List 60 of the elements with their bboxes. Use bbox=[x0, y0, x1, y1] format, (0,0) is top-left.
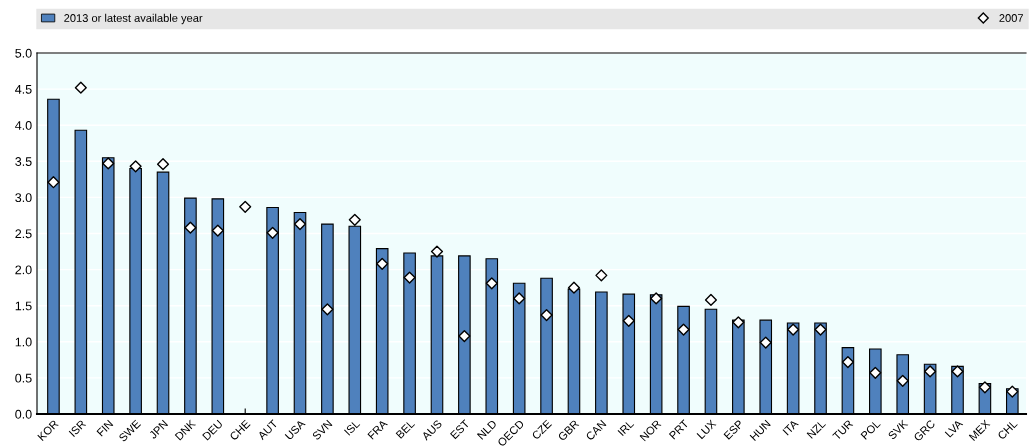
point bbox=[458, 329, 471, 343]
point bbox=[239, 200, 252, 213]
y-tick-label: 4.0 bbox=[15, 121, 32, 130]
point bbox=[74, 81, 87, 94]
x-tick-label: CHL bbox=[997, 419, 1018, 440]
point bbox=[978, 381, 991, 394]
x-tick-label: USA bbox=[284, 419, 306, 441]
x-tick-label: LVA bbox=[944, 419, 964, 438]
point bbox=[513, 292, 526, 305]
legend-label: 2013 or latest available year bbox=[64, 13, 203, 25]
x-tick-label: POL bbox=[860, 419, 881, 440]
legend-label: 2007 bbox=[999, 14, 1023, 22]
point bbox=[376, 257, 389, 270]
point bbox=[293, 218, 307, 231]
point bbox=[896, 374, 909, 387]
y-tick-label: 0.5 bbox=[15, 373, 32, 383]
x-tick-label: NZL bbox=[806, 419, 826, 439]
point bbox=[211, 224, 224, 237]
x-tick-label: BEL bbox=[395, 419, 416, 439]
point bbox=[869, 366, 882, 379]
y-tick-label: 2.0 bbox=[15, 265, 32, 275]
point bbox=[129, 160, 142, 173]
x-tick-label: ITA bbox=[782, 419, 799, 436]
point bbox=[951, 365, 964, 378]
point bbox=[348, 213, 361, 226]
point bbox=[184, 221, 197, 234]
x-tick-label: ISL bbox=[343, 419, 361, 436]
point bbox=[814, 323, 827, 336]
point bbox=[787, 323, 800, 336]
point bbox=[650, 292, 663, 305]
point bbox=[266, 226, 279, 239]
point bbox=[677, 323, 690, 336]
y-tick-label: 3.5 bbox=[15, 157, 32, 166]
point bbox=[841, 355, 854, 369]
point bbox=[485, 277, 498, 290]
y-tick-label: 2.5 bbox=[15, 229, 32, 239]
point bbox=[732, 316, 745, 329]
x-tick-label: FIN bbox=[96, 419, 114, 437]
point bbox=[540, 309, 553, 322]
point bbox=[321, 303, 334, 316]
y-tick-label: 4.5 bbox=[15, 85, 32, 94]
y-tick-label: 1.0 bbox=[15, 337, 32, 347]
point bbox=[403, 271, 416, 284]
point bbox=[156, 158, 170, 171]
point bbox=[924, 365, 937, 378]
point bbox=[47, 176, 60, 189]
x-tick-label: IRL bbox=[617, 419, 635, 437]
point bbox=[595, 269, 608, 282]
y-tick-label: 5.0 bbox=[15, 48, 32, 58]
y-tick-label: 0.0 bbox=[15, 409, 32, 419]
point bbox=[759, 336, 772, 349]
y-tick-label: 1.5 bbox=[15, 301, 32, 311]
y-tick-label: 3.0 bbox=[15, 193, 32, 203]
x-tick-label: ISR bbox=[68, 419, 87, 437]
point bbox=[1006, 385, 1019, 398]
point bbox=[704, 293, 718, 306]
point bbox=[102, 157, 115, 170]
point bbox=[430, 245, 444, 258]
point bbox=[567, 281, 581, 294]
point bbox=[622, 314, 635, 327]
